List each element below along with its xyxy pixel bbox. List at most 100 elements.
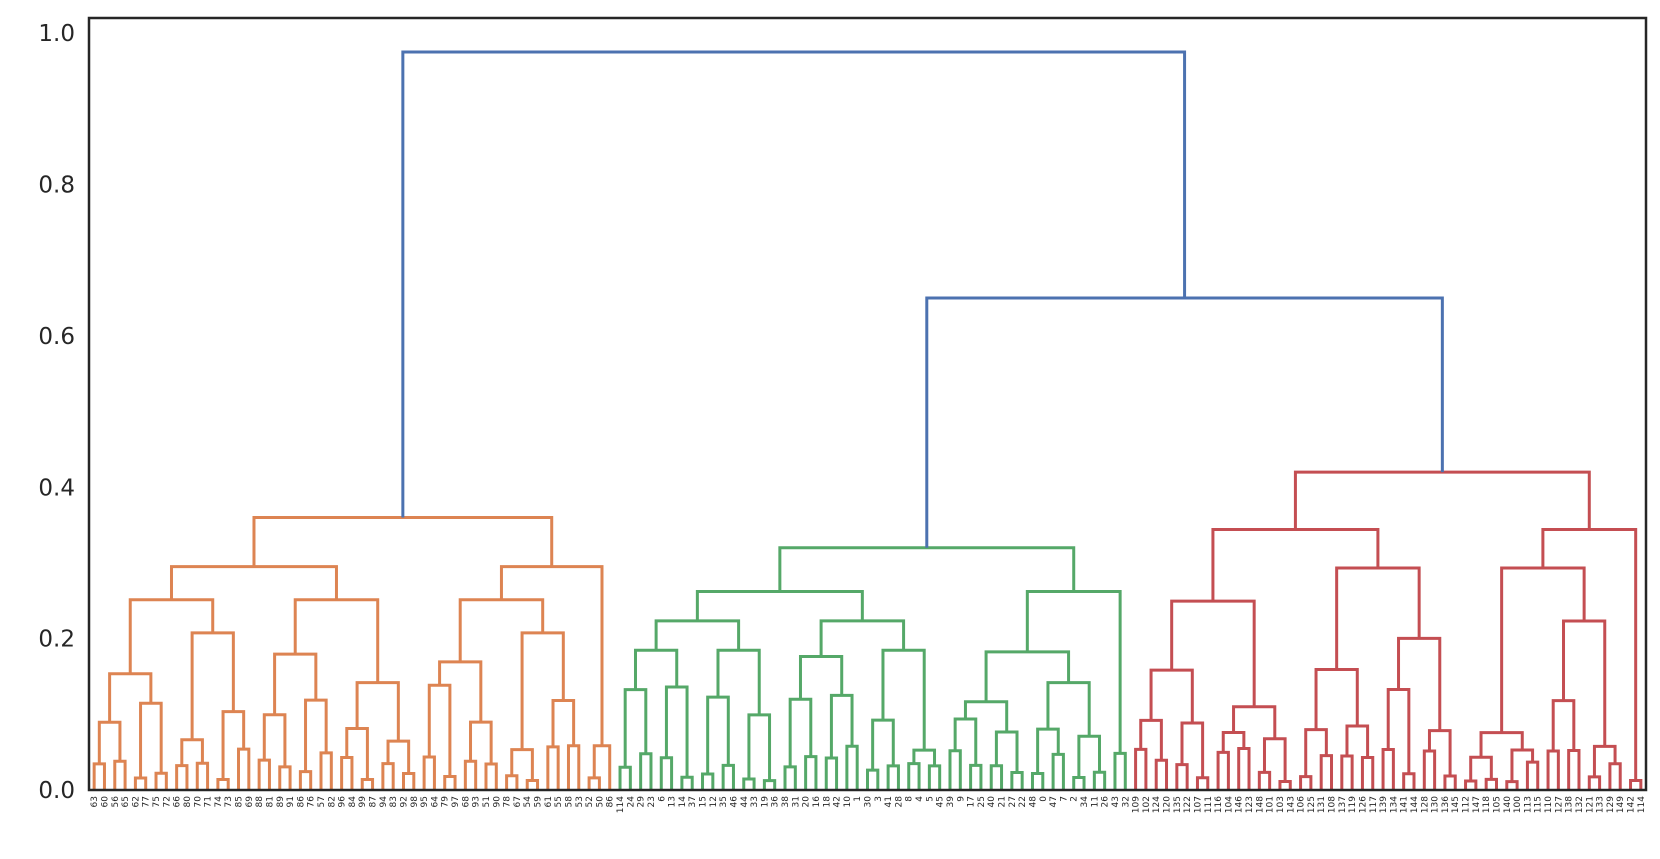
leaf-label: 127 — [1554, 796, 1564, 813]
cluster_3-link — [1293, 470, 1591, 530]
leaf-label: 139 — [1379, 796, 1389, 813]
cluster_3-link — [1422, 749, 1437, 790]
leaf-label: 125 — [1307, 796, 1317, 813]
leaf-label: 109 — [1132, 796, 1142, 813]
leaf-label: 133 — [1596, 796, 1606, 813]
leaf-label: 129 — [1606, 796, 1616, 813]
leaf-label: 143 — [1286, 796, 1296, 813]
cluster_3-link — [1505, 780, 1519, 790]
leaf-label: 54 — [523, 796, 533, 808]
leaf-label: 67 — [513, 796, 523, 807]
cluster_2-link — [1025, 589, 1122, 754]
cluster_3-link — [1180, 721, 1205, 778]
cluster_3-link — [1221, 731, 1246, 753]
leaf-label: 6 — [657, 796, 667, 802]
leaf-label: 7 — [1059, 796, 1069, 802]
leaf-label: 9 — [956, 796, 966, 802]
leaf-label: 36 — [771, 796, 781, 808]
x-axis-leaf-labels: 63 60 56 65 62 77 75 72 66 80 70 71 74 73 85 69 88 81 89 91… — [90, 796, 1647, 813]
leaf-label: 73 — [224, 796, 234, 807]
cluster_2-link — [994, 730, 1019, 773]
cluster_2-link — [829, 693, 854, 758]
leaf-label: 28 — [894, 796, 904, 808]
leaf-label: 147 — [1472, 796, 1482, 813]
leaf-label: 91 — [286, 796, 296, 807]
leaf-label: 145 — [1451, 796, 1461, 813]
leaf-label: 93 — [472, 796, 482, 807]
leaf-label: 66 — [173, 796, 183, 808]
leaf-label: 24 — [626, 796, 636, 808]
leaf-label: 43 — [1111, 796, 1121, 807]
leaf-label: 21 — [998, 796, 1008, 807]
leaf-label: 40 — [987, 796, 997, 808]
plot-frame — [87, 16, 1648, 792]
cluster_2-link — [912, 748, 937, 766]
leaf-label: 115 — [1534, 796, 1544, 813]
leaf-label: 102 — [1142, 796, 1152, 813]
cluster_1-link — [278, 765, 292, 790]
leaf-label: 12 — [709, 796, 719, 807]
leaf-label: 111 — [1204, 796, 1214, 813]
leaf-label: 78 — [503, 796, 513, 808]
leaf-label: 10 — [843, 796, 853, 808]
leaf-label: 63 — [90, 796, 100, 807]
leaf-label: 135 — [1173, 796, 1183, 813]
leaf-label: 114 — [1637, 796, 1647, 813]
leaf-label: 86 — [296, 796, 306, 808]
leaf-label: 26 — [1101, 796, 1111, 808]
leaf-label: 19 — [760, 796, 770, 808]
cluster_1-link — [139, 701, 163, 779]
leaf-label: 18 — [822, 796, 832, 808]
cluster_3-link — [1139, 718, 1163, 761]
leaf-label: 0 — [1039, 796, 1049, 802]
cluster_2-link — [824, 756, 839, 790]
leaf-label: 3 — [874, 796, 884, 802]
cluster_1-link — [257, 758, 271, 790]
leaf-label: 76 — [307, 796, 317, 808]
leaf-label: 89 — [276, 796, 286, 808]
leaf-label: 98 — [410, 796, 420, 808]
leaf-label: 33 — [750, 796, 760, 807]
cluster_3-link — [1360, 755, 1375, 790]
cluster_2-link — [1072, 775, 1086, 790]
cluster_1-link — [175, 764, 189, 790]
cluster_1-link — [520, 631, 565, 750]
root-merge-link — [401, 50, 1187, 518]
leaf-label: 105 — [1492, 796, 1502, 813]
leaf-label: 124 — [1152, 796, 1162, 813]
leaf-label: 52 — [585, 796, 595, 807]
cluster_1-link — [273, 652, 318, 715]
y-tick-label: 0.0 — [38, 778, 75, 804]
leaf-label: 68 — [461, 796, 471, 808]
leaf-label: 130 — [1431, 796, 1441, 813]
leaf-label: 121 — [1585, 796, 1595, 813]
leaf-label: 29 — [637, 796, 647, 808]
leaf-label: 47 — [1049, 796, 1059, 807]
leaf-label: 136 — [1441, 796, 1451, 813]
cluster_3-link — [1546, 749, 1560, 790]
leaf-label: 27 — [1008, 796, 1018, 807]
leaf-label: 82 — [327, 796, 337, 807]
leaf-label: 85 — [235, 796, 245, 807]
leaf-label: 25 — [977, 796, 987, 807]
leaf-label: 131 — [1317, 796, 1327, 813]
leaf-label: 80 — [183, 796, 193, 808]
leaf-label: 20 — [802, 796, 812, 808]
leaf-label: 61 — [544, 796, 554, 807]
leaf-label: 117 — [1369, 796, 1379, 813]
leaf-label: 79 — [441, 796, 451, 808]
cluster_2-link — [633, 648, 679, 690]
cluster_3-link — [1175, 763, 1189, 790]
leaf-label: 41 — [884, 796, 894, 807]
leaf-label: 142 — [1627, 796, 1637, 813]
cluster_2-link — [716, 648, 761, 715]
leaf-label: 5 — [925, 796, 935, 802]
cluster_3-link — [1154, 758, 1169, 790]
leaf-label: 11 — [1090, 796, 1100, 807]
leaf-label: 59 — [534, 796, 544, 808]
leaf-label: 144 — [1410, 796, 1420, 813]
leaf-label: 8 — [905, 796, 915, 802]
leaf-label: 46 — [729, 796, 739, 808]
leaf-label: 128 — [1420, 796, 1430, 813]
